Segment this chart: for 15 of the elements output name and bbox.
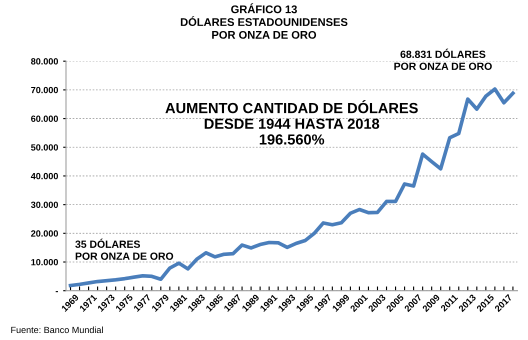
y-tick-label: 80.000	[31, 58, 58, 65]
chart-title: GRÁFICO 13 DÓLARES ESTADOUNIDENSES POR ONZA DE ORO	[180, 3, 348, 39]
y-tick-label: 10.000	[31, 258, 58, 266]
y-tick-label: 20.000	[31, 230, 58, 237]
annotation: 35 DÓLARES POR ONZA DE ORO	[75, 238, 174, 260]
y-tick-label: 70.000	[31, 86, 58, 94]
source-note: Fuente: Banco Mundial	[11, 326, 103, 334]
y-tick-label: 50.000	[31, 144, 58, 151]
annotation: 68.831 DÓLARES POR ONZA DE ORO	[394, 48, 492, 70]
line-series	[68, 87, 515, 288]
y-tick-label: 30.000	[30, 202, 58, 208]
y-tick-label: -	[56, 291, 58, 292]
y-tick-label: 60.000	[31, 116, 58, 122]
y-tick-label: 40.000	[30, 172, 58, 180]
annotation: AUMENTO CANTIDAD DE DÓLARES DESDE 1944 HASTA 2018 196.560%	[165, 100, 418, 145]
